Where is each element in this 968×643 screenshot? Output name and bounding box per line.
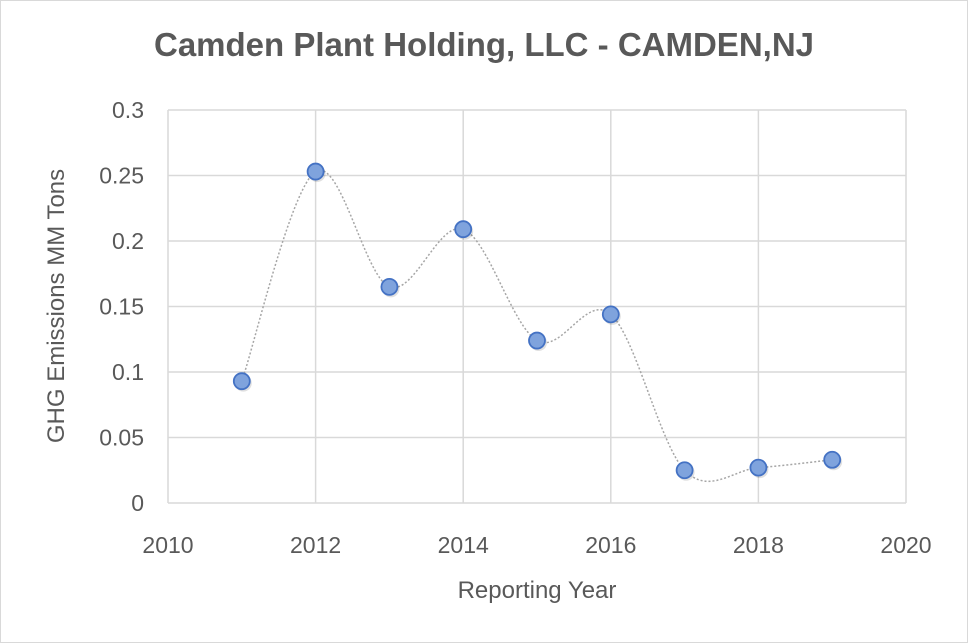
x-tick-label: 2012 — [290, 532, 341, 558]
x-tick-label: 2014 — [438, 532, 489, 558]
y-tick-label: 0.25 — [99, 163, 144, 189]
chart-title: Camden Plant Holding, LLC - CAMDEN,NJ — [154, 26, 814, 63]
data-point — [601, 305, 620, 324]
y-tick-label: 0.15 — [99, 294, 144, 320]
data-point — [306, 162, 325, 181]
data-point — [380, 277, 399, 296]
series-line — [241, 169, 833, 483]
y-tick-label: 0.3 — [112, 97, 144, 123]
y-tick-label: 0.05 — [99, 425, 144, 451]
data-point — [528, 331, 546, 350]
data-point — [675, 461, 694, 480]
y-tick-label: 0.2 — [112, 228, 144, 254]
y-tick-label: 0 — [131, 490, 144, 516]
x-tick-label: 2018 — [733, 532, 784, 558]
data-point — [749, 458, 768, 477]
x-tick-label: 2020 — [880, 532, 931, 558]
y-tick-label: 0.1 — [112, 359, 144, 385]
x-tick-label: 2010 — [142, 532, 193, 558]
x-axis-label: Reporting Year — [458, 577, 617, 604]
data-point — [823, 450, 842, 469]
x-tick-label: 2016 — [585, 532, 636, 558]
data-point — [454, 220, 473, 239]
data-point — [232, 372, 251, 391]
y-axis-label: GHG Emissions MM Tons — [43, 169, 70, 443]
